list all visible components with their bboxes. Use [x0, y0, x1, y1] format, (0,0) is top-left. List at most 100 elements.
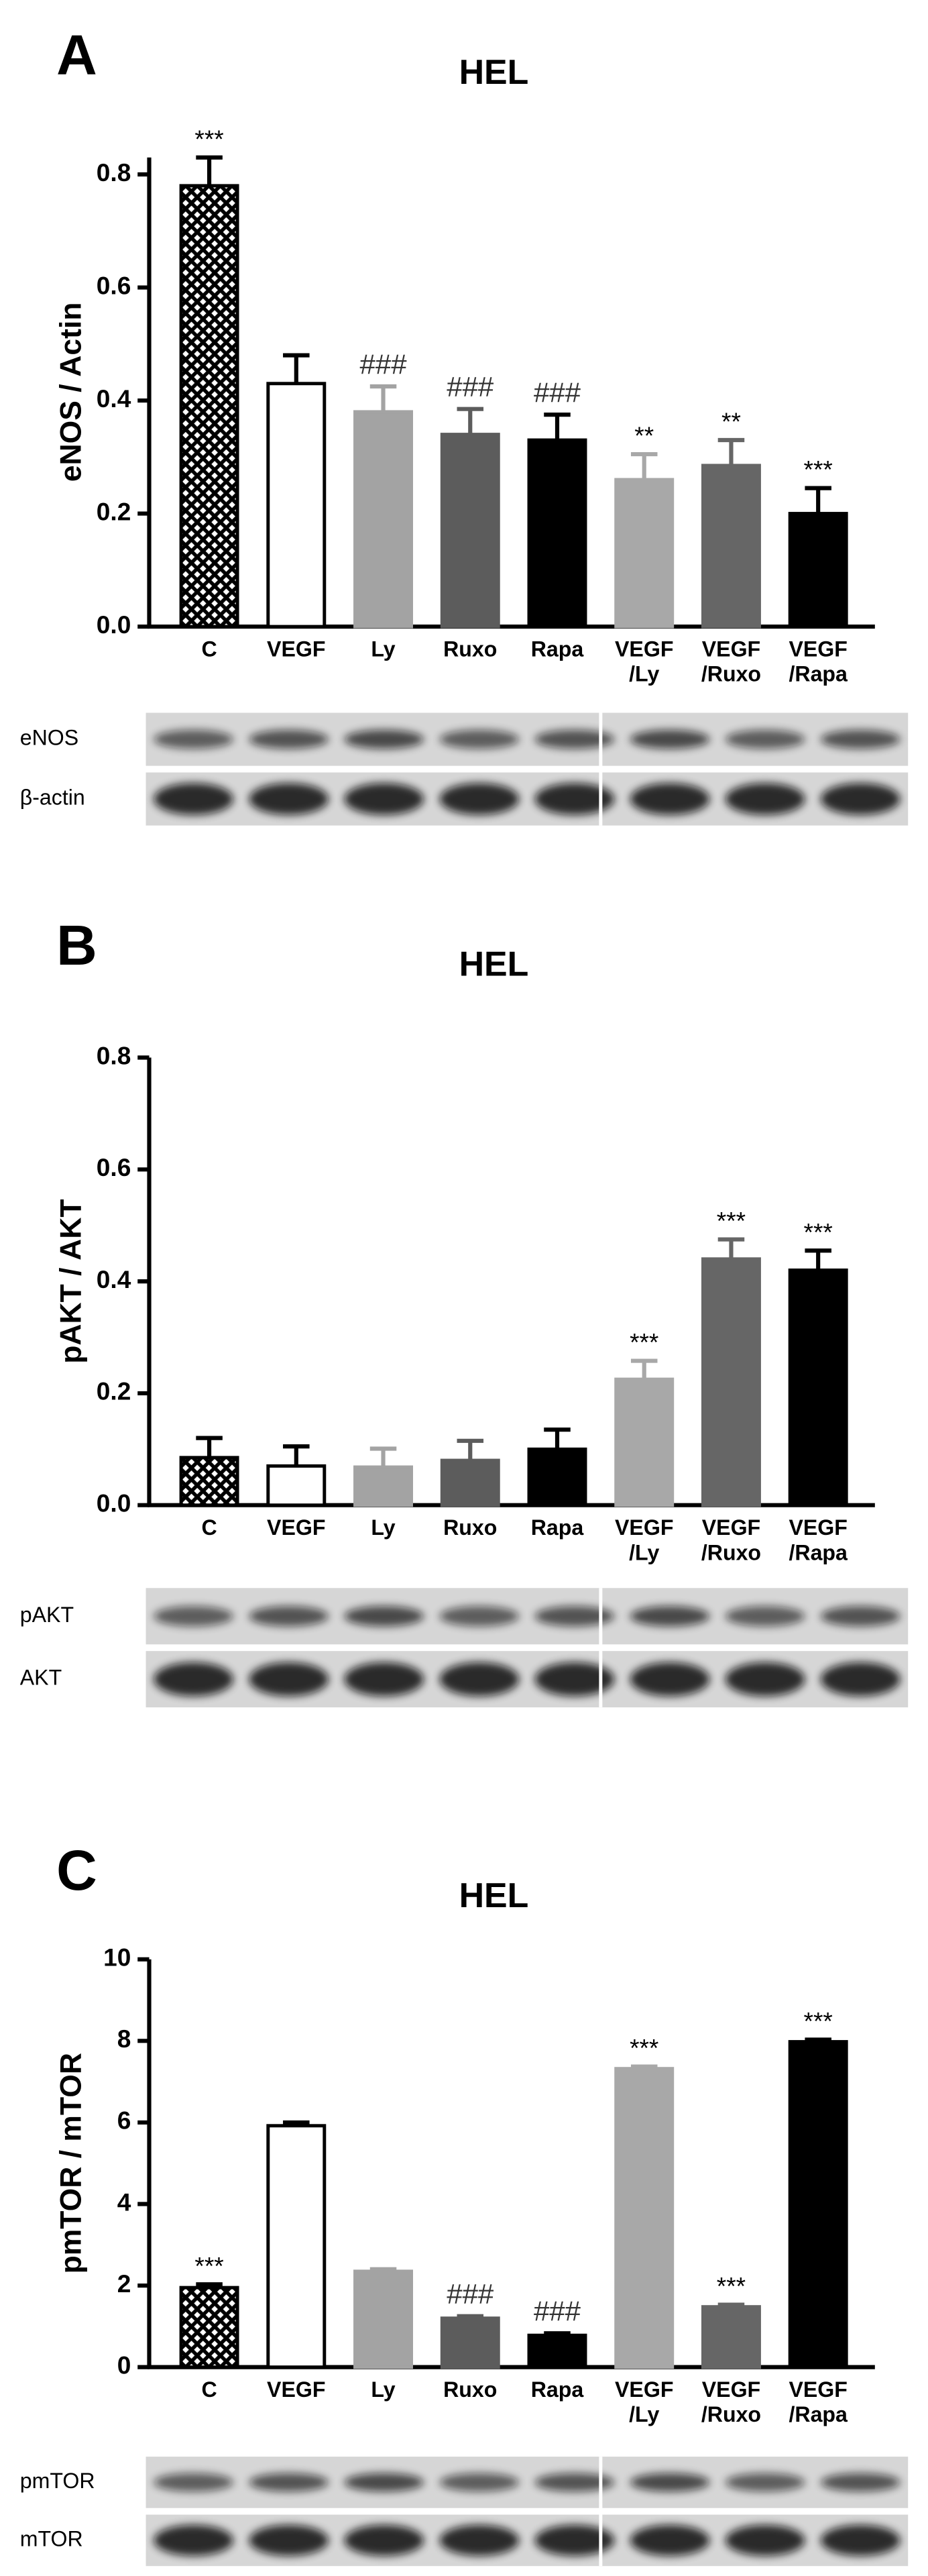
bar — [266, 382, 327, 629]
x-tick-label-box: VEGF /Rapa — [789, 1515, 847, 1565]
blot-band — [439, 2524, 520, 2556]
y-tick-label: 0 — [117, 2351, 131, 2379]
x-tick-label: VEGF — [267, 1515, 326, 1540]
x-tick-label-box: C — [201, 1515, 217, 1540]
blot-band — [725, 1662, 805, 1697]
x-tick-label-box: Ly — [371, 636, 396, 661]
blot-band — [439, 2473, 520, 2492]
x-tick-label: VEGF /Ly — [614, 636, 674, 687]
bar — [701, 464, 761, 629]
x-tick-label-box: Ruxo — [443, 1515, 498, 1540]
blot-band — [820, 1606, 901, 1627]
significance-label: *** — [717, 2272, 746, 2300]
blot-band — [344, 2524, 424, 2556]
x-tick-label: Ly — [371, 636, 396, 661]
x-tick-label-box: VEGF /Ruxo — [701, 2377, 762, 2427]
y-tick-label: 0.2 — [97, 1377, 131, 1405]
x-tick-label-box: VEGF /Ruxo — [701, 1515, 761, 1565]
blot-band — [154, 783, 233, 815]
blot-band — [820, 1662, 901, 1697]
y-axis-title: pmTOR / mTOR — [55, 2053, 88, 2273]
x-tick-label-box: Rapa — [531, 637, 584, 661]
blot-band — [820, 783, 901, 815]
blot-band — [249, 729, 329, 749]
bar — [353, 410, 414, 629]
blot-band — [344, 1606, 424, 1627]
bar — [701, 2305, 761, 2369]
bar — [440, 2316, 500, 2369]
blot-band — [820, 2473, 901, 2492]
blot-label: pmTOR — [20, 2469, 95, 2493]
y-tick-label: 0.4 — [97, 384, 131, 413]
x-tick-label-box: VEGF /Ly — [614, 636, 674, 687]
bar — [353, 1465, 414, 1507]
x-tick-label: VEGF /Ruxo — [701, 2377, 762, 2427]
blot-band — [249, 2524, 329, 2556]
bar — [179, 2286, 239, 2369]
x-tick-label-box: VEGF /Ly — [615, 2377, 673, 2426]
chart-title: HEL — [459, 944, 529, 983]
blot-label: eNOS — [20, 726, 78, 750]
y-tick-label: 0.0 — [97, 1489, 131, 1517]
y-tick-label: 0.6 — [97, 271, 131, 299]
y-tick-label: 0.8 — [97, 1041, 131, 1069]
x-tick-label: Ruxo — [443, 1515, 498, 1540]
x-tick-label-box: Ruxo — [443, 636, 498, 661]
x-tick-label: Ly — [371, 1515, 396, 1540]
significance-label: ### — [447, 371, 494, 402]
x-tick-label: C — [201, 636, 217, 661]
panel-label: A — [56, 23, 97, 87]
significance-label: ### — [447, 2278, 494, 2310]
bar — [614, 1377, 675, 1507]
x-tick-label-box: C — [201, 2377, 217, 2402]
blot-band — [725, 2524, 805, 2556]
x-tick-label-box: Rapa — [531, 1515, 584, 1540]
blot-label: mTOR — [20, 2526, 83, 2551]
blot-band — [630, 729, 710, 749]
significance-label: *** — [630, 2034, 658, 2062]
blot-band — [630, 783, 710, 815]
significance-label: ### — [534, 377, 581, 409]
significance-label: ### — [534, 2296, 581, 2327]
bar — [527, 438, 587, 629]
y-tick-label: 0.6 — [97, 1153, 131, 1181]
significance-label: *** — [804, 2007, 833, 2035]
blot-label: pAKT — [20, 1603, 74, 1627]
blot-band — [344, 2473, 424, 2492]
blot-band — [344, 783, 424, 815]
x-tick-label: Rapa — [530, 2377, 584, 2402]
blot-band — [154, 1662, 233, 1697]
x-tick-label-box: VEGF — [267, 2377, 326, 2402]
x-tick-label-box: Ly — [371, 1515, 396, 1540]
blot-band — [154, 729, 233, 749]
blot-band — [344, 1662, 424, 1697]
bar — [440, 433, 500, 629]
x-tick-label: VEGF /Rapa — [789, 2377, 848, 2427]
y-tick-label: 0.0 — [97, 610, 131, 639]
y-tick-label: 2 — [117, 2269, 131, 2298]
blot-band — [534, 2473, 615, 2492]
chart-title: HEL — [459, 1876, 529, 1915]
x-tick-label: VEGF — [267, 2377, 326, 2402]
x-tick-label: VEGF /Rapa — [789, 636, 848, 687]
x-tick-label-box: VEGF — [267, 1515, 326, 1540]
y-axis-title: pAKT / AKT — [55, 1199, 88, 1363]
bar — [788, 1268, 848, 1507]
blot-band — [154, 1606, 233, 1627]
x-tick-label-box: VEGF /Ruxo — [701, 637, 761, 686]
blot-band — [534, 1606, 615, 1627]
bar — [614, 478, 675, 629]
x-tick-label: Ruxo — [443, 636, 498, 661]
bar — [788, 512, 848, 629]
y-tick-label: 4 — [117, 2188, 131, 2216]
x-tick-label: VEGF /Ly — [614, 1515, 674, 1565]
blot-band — [820, 2524, 901, 2556]
significance-label: ### — [359, 348, 407, 380]
y-axis-title: eNOS / Actin — [55, 303, 88, 482]
significance-label: ** — [721, 407, 741, 435]
bar — [440, 1458, 500, 1507]
bar — [353, 2269, 414, 2369]
blot-band — [249, 1606, 329, 1627]
significance-label: ** — [634, 421, 654, 449]
